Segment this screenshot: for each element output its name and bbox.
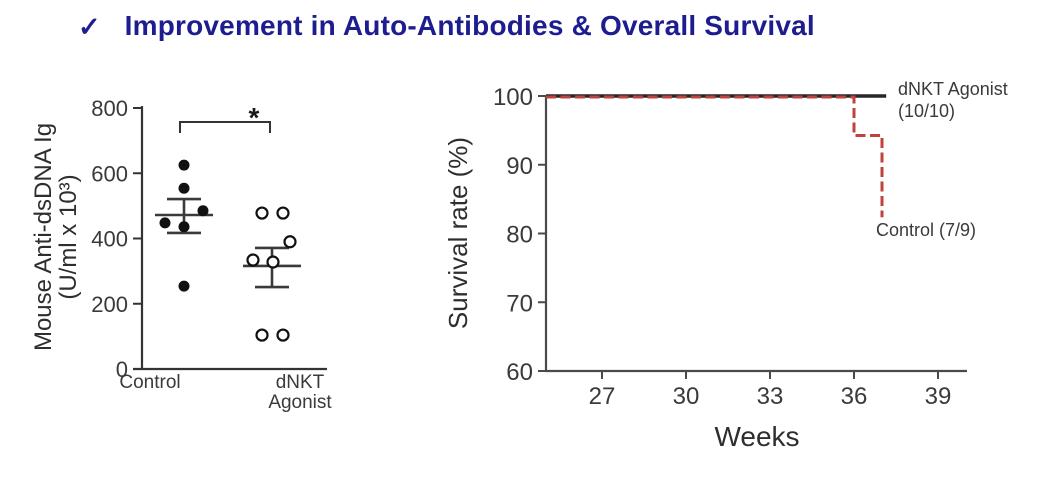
agonist-curve-label: dNKT Agonist bbox=[898, 79, 1008, 99]
y-tick-label: 200 bbox=[91, 292, 128, 317]
significance-star: * bbox=[249, 102, 260, 133]
dnkt-agonist-group bbox=[243, 206, 301, 342]
y-axis-label: Survival rate (%) bbox=[443, 137, 473, 329]
significance-bracket bbox=[179, 121, 271, 133]
slide-title-row: ✓ Improvement in Auto-Antibodies & Overa… bbox=[78, 10, 815, 42]
y-tick-label: 100 bbox=[493, 84, 533, 111]
data-point bbox=[197, 205, 209, 217]
y-tick-label: 60 bbox=[506, 359, 533, 386]
data-point bbox=[178, 182, 190, 194]
data-point bbox=[266, 255, 280, 269]
data-point bbox=[255, 328, 269, 342]
x-tick-label: 27 bbox=[589, 383, 616, 410]
y-tick-label: 800 bbox=[91, 96, 128, 121]
agonist-curve-count: (10/10) bbox=[898, 101, 955, 121]
data-point bbox=[246, 253, 260, 267]
y-axis-label-line1: Mouse Anti-dsDNA Ig bbox=[30, 123, 57, 351]
x-tick-label: 36 bbox=[841, 383, 868, 410]
x-category-label: Control bbox=[119, 372, 180, 393]
data-point bbox=[178, 221, 190, 233]
x-tick-label: 30 bbox=[673, 383, 700, 410]
checkmark-icon: ✓ bbox=[78, 12, 101, 42]
data-point bbox=[276, 206, 290, 220]
y-tick-label: 90 bbox=[506, 153, 533, 180]
page-title: Improvement in Auto-Antibodies & Overall… bbox=[124, 10, 815, 41]
error-bar bbox=[155, 197, 213, 235]
y-tick-label: 400 bbox=[91, 227, 128, 252]
data-point bbox=[283, 235, 297, 249]
data-point bbox=[178, 280, 190, 292]
x-category-label: Agonist bbox=[268, 392, 332, 413]
x-tick-label: 33 bbox=[757, 383, 784, 410]
y-tick-label: 0 bbox=[116, 357, 128, 382]
data-point bbox=[276, 328, 290, 342]
y-tick-label: 600 bbox=[91, 161, 128, 186]
control-curve-label: Control (7/9) bbox=[876, 220, 976, 240]
data-point bbox=[255, 206, 269, 220]
y-tick-label: 70 bbox=[506, 290, 533, 317]
y-tick-label: 80 bbox=[506, 222, 533, 249]
control-group bbox=[155, 159, 213, 292]
survival-rate-chart: 60 70 80 90 100 27 30 33 36 39 Weeks Survival rate … bbox=[443, 79, 1008, 452]
anti-dsdna-scatter-chart: 0 200 400 600 800 Mouse Anti-dsDNA Ig(U/ml x … bbox=[30, 96, 332, 413]
control-survival-curve bbox=[546, 95, 884, 218]
data-point bbox=[178, 159, 190, 171]
x-tick-label: 39 bbox=[925, 383, 952, 410]
data-point bbox=[159, 217, 171, 229]
x-axis-label: Weeks bbox=[714, 421, 799, 452]
x-category-label: dNKT bbox=[276, 372, 325, 393]
y-axis-label-line2: (U/ml x 10³) bbox=[55, 174, 82, 299]
